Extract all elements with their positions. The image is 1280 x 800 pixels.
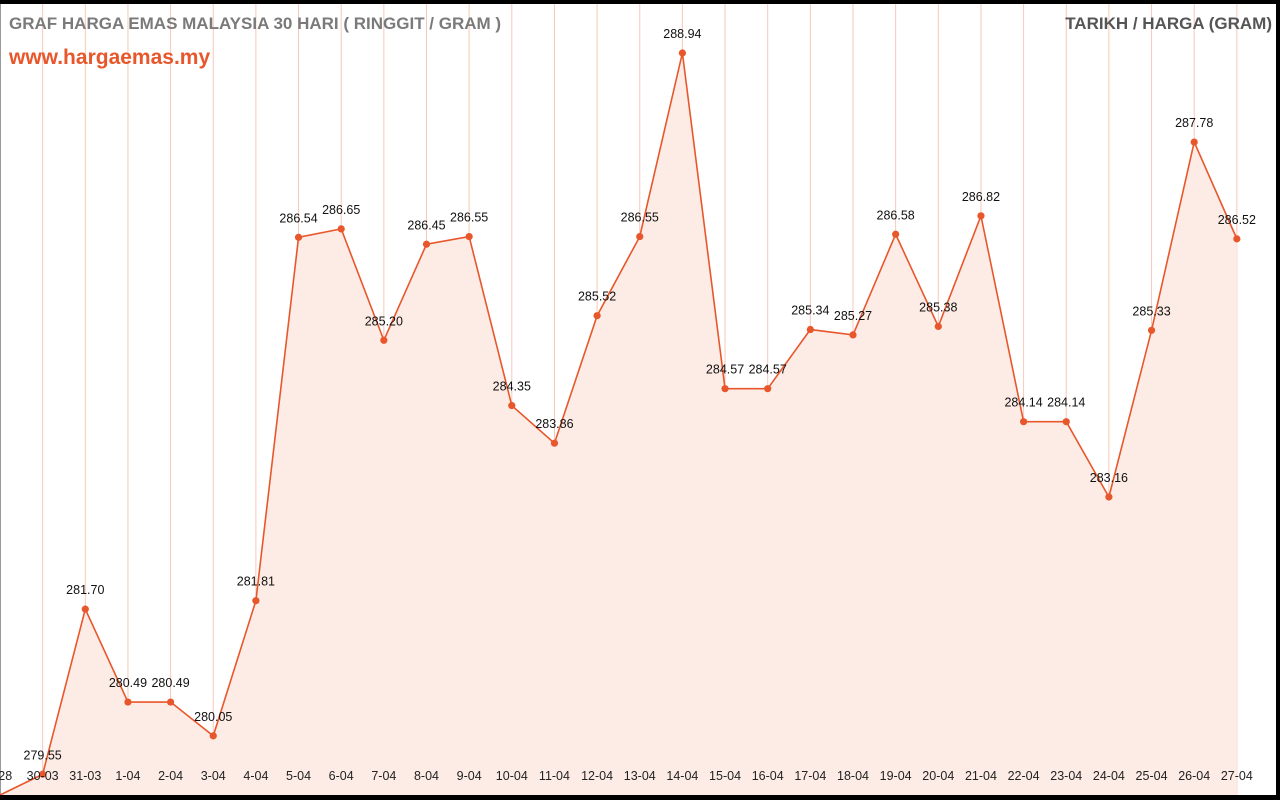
data-point [465,232,473,241]
data-label: 280.05 [194,710,232,724]
data-point [294,233,303,241]
data-point [1105,493,1113,501]
x-tick-label: 14-04 [666,769,698,783]
data-label: 286.45 [407,218,445,232]
data-label: 286.82 [962,190,1000,204]
data-point [39,770,47,778]
x-tick-label: 13-04 [624,769,656,783]
x-tick-label: 15-04 [709,769,741,783]
data-point [252,597,260,605]
x-tick-label: 25-04 [1136,769,1168,783]
data-label: 287.78 [1175,116,1213,130]
data-label: 286.58 [877,208,915,222]
x-tick-label: 8-04 [414,769,439,783]
data-point [124,698,132,706]
frame-top-border [0,0,1280,4]
data-label: 284.14 [1004,396,1042,410]
data-point [849,331,857,339]
data-point [508,401,516,410]
data-label: 284.35 [493,380,531,394]
x-tick-label: 22-04 [1008,769,1040,783]
data-point [721,385,729,393]
legend-label: TARIKH / HARGA (GRAM) [1065,14,1272,33]
x-tick-label: 21-04 [965,769,997,783]
data-point [892,230,900,238]
data-point [550,439,559,447]
x-tick-label: 3-04 [201,769,226,783]
data-label: 284.57 [706,363,744,377]
data-label: 283.86 [535,417,573,431]
x-tick-label: 11-04 [539,769,570,783]
data-label: 284.57 [749,363,787,377]
chart-title: GRAF HARGA EMAS MALAYSIA 30 HARI ( RINGG… [9,14,502,33]
data-label: 285.34 [791,304,829,318]
x-tick-label: 23-04 [1050,769,1082,783]
data-point [380,336,388,344]
x-tick-label: 30-03 [27,769,59,783]
data-point [806,325,814,334]
data-label: 281.70 [66,583,104,597]
x-tick-label: 4-04 [243,769,268,783]
data-label: 280.49 [151,676,189,690]
data-point [1233,235,1241,243]
x-tick-label: 7-04 [371,769,396,783]
data-point [422,240,431,248]
data-label: 279.55 [24,748,62,762]
data-label: 288.94 [663,27,701,41]
data-label: 281.81 [237,575,275,589]
series-line [0,52,1238,796]
data-point [1190,138,1198,146]
data-label: 286.54 [279,211,317,225]
data-point [977,212,985,220]
data-label: 280.49 [109,676,147,690]
data-point [593,312,601,320]
data-point [636,232,644,241]
x-tick-label: 27-04 [1221,769,1253,783]
data-point [81,605,89,613]
data-point [1062,418,1070,426]
x-tick-label: 9.28 [0,769,12,783]
data-label: 285.33 [1132,304,1170,318]
data-point [934,322,942,331]
data-label: 285.52 [578,290,616,304]
data-label: 285.27 [834,309,872,323]
frame-right-border [1276,0,1280,800]
data-label: 285.20 [365,314,403,328]
data-point [1147,326,1156,334]
site-link[interactable]: www.hargaemas.my [9,46,211,69]
x-tick-label: 24-04 [1093,769,1125,783]
x-tick-label: 2-04 [158,769,183,783]
data-point [337,225,345,233]
x-tick-label: 19-04 [880,769,912,783]
x-tick-label: 10-04 [496,769,528,783]
x-tick-label: 17-04 [794,769,826,783]
area-fill [0,53,1237,795]
x-tick-label: 5-04 [286,769,311,783]
data-point [167,698,175,706]
data-label: 284.14 [1047,396,1085,410]
x-tick-label: 31-03 [69,769,101,783]
x-tick-label: 16-04 [752,769,784,783]
x-tick-label: 9-04 [457,769,482,783]
data-point [1020,418,1028,426]
data-label: 286.55 [450,211,488,225]
x-tick-label: 1-04 [115,769,140,783]
data-label: 283.16 [1090,471,1128,485]
frame-bottom-border [0,795,1280,800]
data-label: 286.55 [621,211,659,225]
data-label: 285.38 [919,300,957,314]
x-tick-label: 26-04 [1178,769,1210,783]
data-label: 286.65 [322,203,360,217]
data-point [209,732,217,740]
data-label: 286.52 [1218,213,1256,227]
x-tick-label: 20-04 [922,769,954,783]
x-tick-label: 12-04 [581,769,613,783]
x-tick-label: 6-04 [329,769,354,783]
data-point [678,49,687,57]
data-point [764,385,772,393]
x-tick-label: 18-04 [837,769,869,783]
